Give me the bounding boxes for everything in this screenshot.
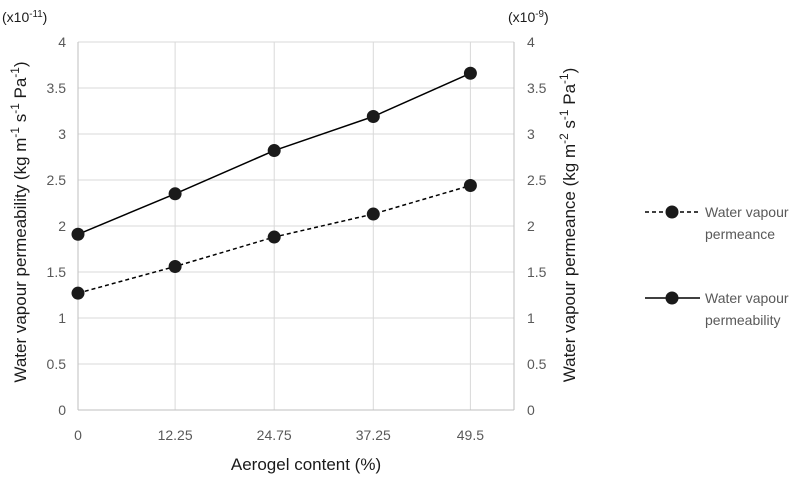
x-tick-label: 0 — [74, 427, 82, 443]
data-point — [168, 187, 182, 201]
data-point — [463, 179, 477, 193]
axes — [77, 42, 515, 411]
y-left-tick-label: 4 — [58, 34, 66, 50]
y-left-tick-label: 3 — [58, 126, 66, 142]
data-point — [366, 110, 380, 124]
x-tick-label: 37.25 — [356, 427, 391, 443]
y-left-axis-title: Water vapour permeability (kg m-1 s-1 Pa… — [8, 61, 30, 382]
y-right-tick-label: 1 — [527, 310, 535, 326]
y-right-axis-title: Water vapour permeance (kg m-2 s-1 Pa-1) — [557, 68, 579, 383]
legend-marker-0 — [665, 205, 679, 219]
x-axis-title: Aerogel content (%) — [231, 455, 381, 474]
data-point — [71, 227, 85, 241]
y-right-tick-label: 2 — [527, 218, 535, 234]
legend-label: Water vapour — [705, 290, 789, 306]
y-left-multiplier: (x10-11) — [2, 9, 47, 26]
x-tick-label: 49.5 — [457, 427, 484, 443]
y-left-tick-label: 1.5 — [47, 264, 67, 280]
data-point — [267, 230, 281, 244]
y-left-tick-label: 0.5 — [47, 356, 67, 372]
x-tick-label: 24.75 — [257, 427, 292, 443]
y-left-tick-label: 2 — [58, 218, 66, 234]
data-point — [267, 144, 281, 158]
y-right-tick-label: 0.5 — [527, 356, 547, 372]
legend-label: permeability — [705, 312, 780, 328]
y-left-tick-label: 1 — [58, 310, 66, 326]
legend-marker-1 — [665, 291, 679, 305]
legend-label: Water vapour — [705, 204, 789, 220]
legend: Water vapour permeance Water vapour permeab… — [645, 204, 789, 328]
y-right-tick-label: 2.5 — [527, 172, 547, 188]
y-right-tick-label: 3 — [527, 126, 535, 142]
y-left-tick-label: 3.5 — [47, 80, 67, 96]
data-point — [366, 207, 380, 221]
y-right-tick-label: 0 — [527, 402, 535, 418]
y-right-tick-label: 1.5 — [527, 264, 547, 280]
legend-label: permeance — [705, 226, 775, 242]
x-tick-label: 12.25 — [158, 427, 193, 443]
grid — [78, 41, 514, 410]
y-left-tick-label: 0 — [58, 402, 66, 418]
data-point — [71, 286, 85, 300]
data-point — [168, 259, 182, 273]
y-right-tick-label: 3.5 — [527, 80, 547, 96]
y-right-multiplier: (x10-9) — [508, 9, 549, 26]
y-left-tick-label: 2.5 — [47, 172, 67, 188]
series — [71, 66, 477, 300]
labels: 0 0.5 1 1.5 2 2.5 3 3.5 4 0 0.5 1 1.5 2 2.5 3 3.5 4 0 12.25… — [2, 9, 579, 475]
data-point — [463, 66, 477, 80]
y-right-tick-label: 4 — [527, 34, 535, 50]
